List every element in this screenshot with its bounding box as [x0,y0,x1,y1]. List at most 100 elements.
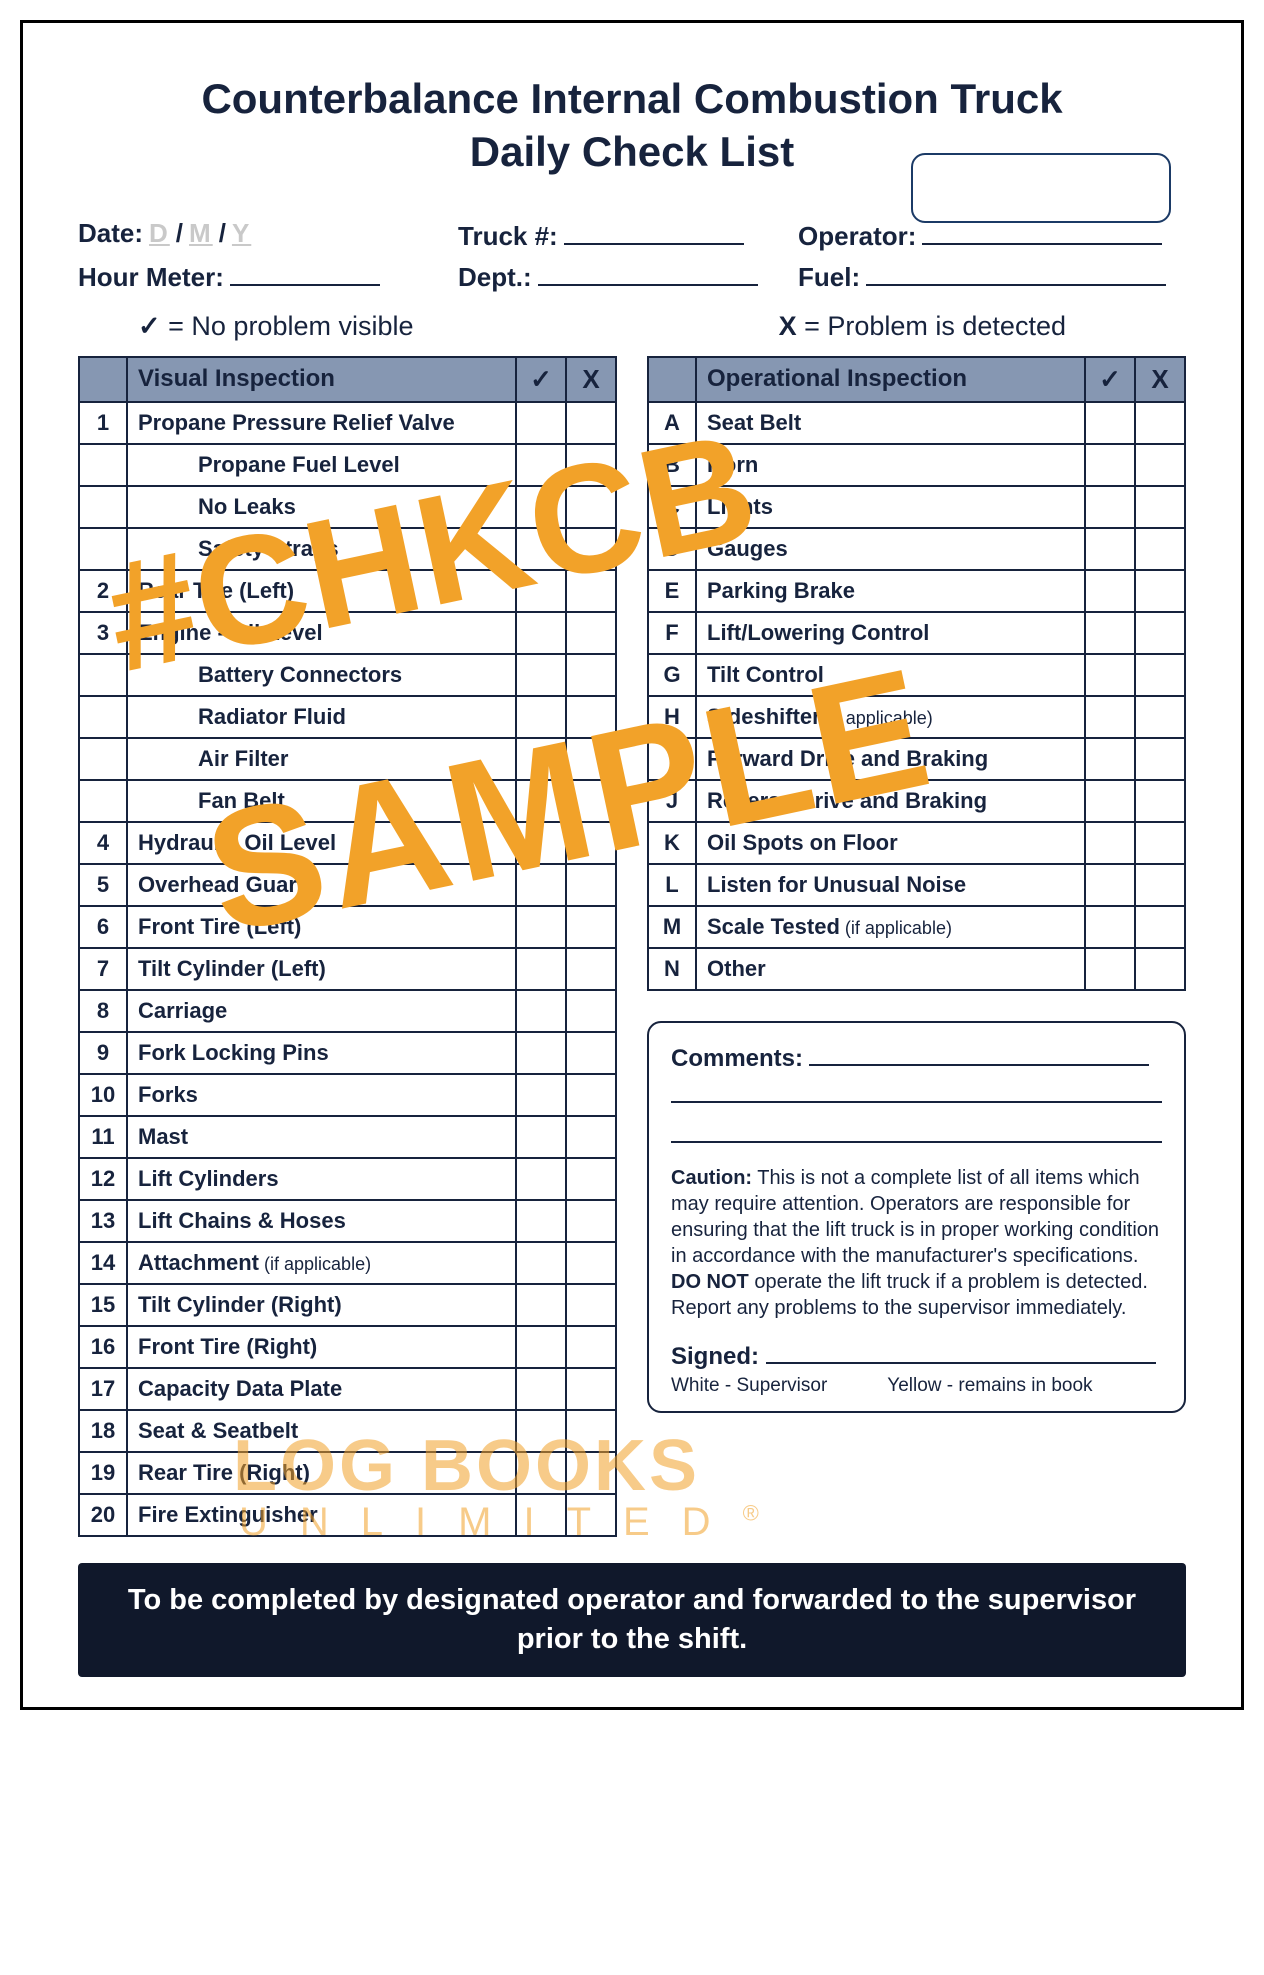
visual-x-cell[interactable] [566,990,616,1032]
visual-check-cell[interactable] [516,444,566,486]
visual-check-cell[interactable] [516,1326,566,1368]
op-check-cell[interactable] [1085,864,1135,906]
visual-check-cell[interactable] [516,948,566,990]
visual-x-cell[interactable] [566,906,616,948]
op-item: Scale Tested (if applicable) [696,906,1085,948]
visual-check-cell[interactable] [516,1032,566,1074]
title-blank-box[interactable] [911,153,1171,223]
visual-check-cell[interactable] [516,864,566,906]
op-x-cell[interactable] [1135,486,1185,528]
comments-line-1[interactable] [809,1045,1149,1066]
comments-line-2[interactable] [671,1073,1162,1103]
op-x-cell[interactable] [1135,528,1185,570]
op-check-cell[interactable] [1085,402,1135,444]
visual-x-cell[interactable] [566,1200,616,1242]
op-check-cell[interactable] [1085,906,1135,948]
visual-check-cell[interactable] [516,990,566,1032]
visual-check-cell[interactable] [516,1116,566,1158]
visual-check-cell[interactable] [516,528,566,570]
comments-line-3[interactable] [671,1113,1162,1143]
op-check-cell[interactable] [1085,486,1135,528]
visual-x-cell[interactable] [566,654,616,696]
op-check-cell[interactable] [1085,612,1135,654]
truck-input[interactable] [564,218,744,245]
dept-input[interactable] [538,258,758,285]
op-check-cell[interactable] [1085,528,1135,570]
visual-check-cell[interactable] [516,1494,566,1536]
visual-x-cell[interactable] [566,1284,616,1326]
visual-check-cell[interactable] [516,906,566,948]
signed-input[interactable] [766,1339,1156,1364]
op-x-cell[interactable] [1135,822,1185,864]
op-x-cell[interactable] [1135,864,1185,906]
visual-x-cell[interactable] [566,1326,616,1368]
visual-x-cell[interactable] [566,948,616,990]
visual-check-cell[interactable] [516,402,566,444]
visual-check-cell[interactable] [516,486,566,528]
op-x-cell[interactable] [1135,906,1185,948]
visual-check-cell[interactable] [516,696,566,738]
hour-input[interactable] [230,258,380,285]
visual-check-cell[interactable] [516,822,566,864]
visual-check-cell[interactable] [516,1158,566,1200]
op-x-cell[interactable] [1135,780,1185,822]
table-row: CLights [648,486,1185,528]
visual-x-cell[interactable] [566,780,616,822]
op-x-cell[interactable] [1135,654,1185,696]
table-row: Safety Straps [79,528,616,570]
visual-check-cell[interactable] [516,1242,566,1284]
visual-x-cell[interactable] [566,1116,616,1158]
visual-check-cell[interactable] [516,1284,566,1326]
visual-x-cell[interactable] [566,570,616,612]
op-check-cell[interactable] [1085,444,1135,486]
visual-x-cell[interactable] [566,822,616,864]
visual-x-cell[interactable] [566,864,616,906]
visual-x-cell[interactable] [566,1410,616,1452]
op-check-cell[interactable] [1085,780,1135,822]
op-item: Oil Spots on Floor [696,822,1085,864]
visual-check-cell[interactable] [516,1074,566,1116]
visual-x-cell[interactable] [566,1032,616,1074]
op-x-cell[interactable] [1135,444,1185,486]
visual-check-cell[interactable] [516,738,566,780]
visual-x-cell[interactable] [566,1242,616,1284]
visual-check-cell[interactable] [516,1410,566,1452]
visual-x-cell[interactable] [566,528,616,570]
op-x-cell[interactable] [1135,612,1185,654]
table-row: Battery Connectors [79,654,616,696]
visual-check-cell[interactable] [516,1200,566,1242]
visual-x-cell[interactable] [566,1158,616,1200]
op-check-cell[interactable] [1085,570,1135,612]
op-x-cell[interactable] [1135,402,1185,444]
visual-x-cell[interactable] [566,612,616,654]
visual-x-cell[interactable] [566,1368,616,1410]
op-check-cell[interactable] [1085,738,1135,780]
op-x-cell[interactable] [1135,738,1185,780]
visual-idx: 14 [79,1242,127,1284]
op-x-cell[interactable] [1135,570,1185,612]
op-check-cell[interactable] [1085,696,1135,738]
visual-x-cell[interactable] [566,1494,616,1536]
visual-x-cell[interactable] [566,1074,616,1116]
op-x-cell[interactable] [1135,948,1185,990]
visual-x-cell[interactable] [566,696,616,738]
visual-x-cell[interactable] [566,1452,616,1494]
visual-x-cell[interactable] [566,402,616,444]
visual-x-cell[interactable] [566,738,616,780]
op-check-cell[interactable] [1085,948,1135,990]
visual-idx: 10 [79,1074,127,1116]
visual-check-cell[interactable] [516,654,566,696]
date-placeholder[interactable]: D/M/Y [149,218,251,249]
visual-check-cell[interactable] [516,570,566,612]
op-check-cell[interactable] [1085,822,1135,864]
op-x-cell[interactable] [1135,696,1185,738]
op-check-cell[interactable] [1085,654,1135,696]
visual-check-cell[interactable] [516,612,566,654]
visual-item: Propane Fuel Level [127,444,516,486]
fuel-input[interactable] [866,258,1166,285]
visual-check-cell[interactable] [516,1452,566,1494]
visual-check-cell[interactable] [516,780,566,822]
visual-x-cell[interactable] [566,486,616,528]
visual-x-cell[interactable] [566,444,616,486]
visual-check-cell[interactable] [516,1368,566,1410]
